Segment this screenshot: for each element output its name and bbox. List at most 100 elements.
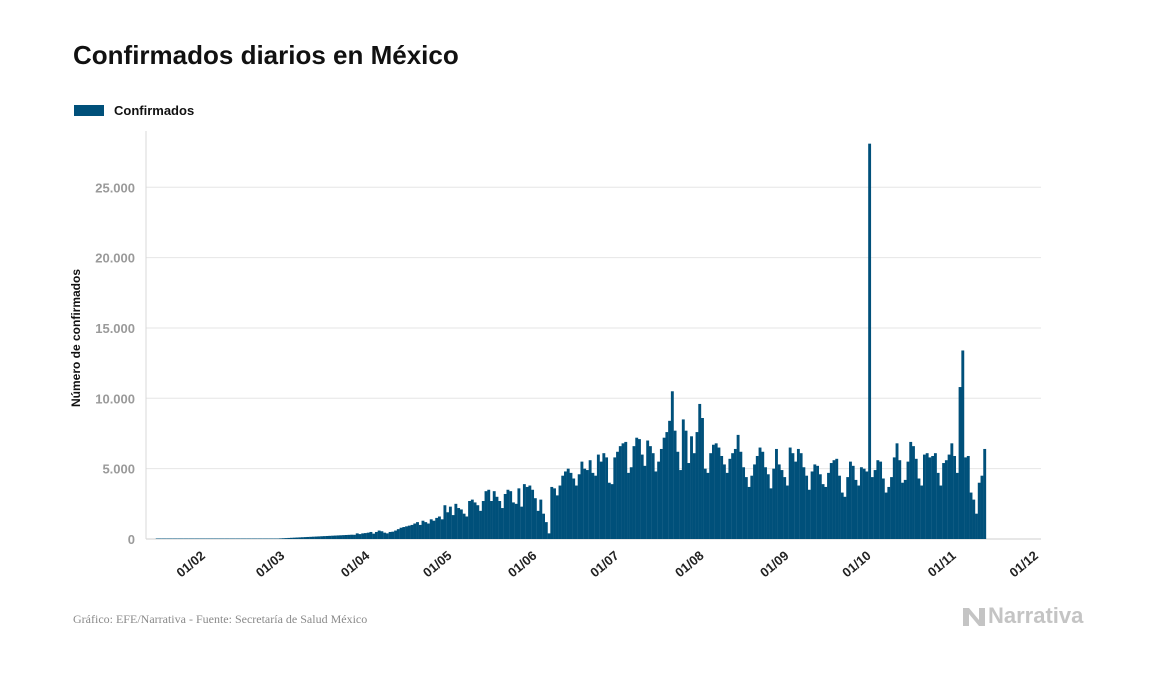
bar bbox=[824, 486, 828, 539]
bar bbox=[347, 534, 351, 539]
bar bbox=[525, 486, 529, 539]
bar bbox=[643, 465, 647, 539]
bar bbox=[906, 461, 910, 539]
bar bbox=[533, 498, 537, 539]
bar bbox=[457, 508, 461, 539]
bar bbox=[331, 535, 335, 539]
bar bbox=[950, 443, 954, 539]
bar bbox=[805, 475, 809, 539]
bar bbox=[350, 534, 354, 539]
y-tick-label: 5.000 bbox=[102, 462, 135, 477]
bar bbox=[657, 461, 661, 539]
narrativa-logo: Narrativa bbox=[963, 603, 1083, 629]
bar bbox=[427, 523, 430, 539]
bar bbox=[213, 538, 217, 539]
bar bbox=[229, 538, 233, 539]
bar bbox=[396, 529, 400, 539]
bar bbox=[364, 533, 367, 539]
bar bbox=[766, 474, 770, 539]
bar bbox=[188, 538, 192, 539]
bar bbox=[410, 524, 414, 539]
bar bbox=[298, 537, 302, 539]
bar bbox=[448, 506, 452, 539]
bar bbox=[684, 430, 688, 539]
y-tick-label: 25.000 bbox=[95, 180, 135, 195]
bar bbox=[624, 441, 628, 539]
bar bbox=[925, 453, 929, 539]
bar bbox=[325, 535, 329, 539]
bar bbox=[695, 432, 699, 539]
bar bbox=[931, 455, 935, 539]
bar bbox=[791, 453, 795, 539]
bar bbox=[788, 447, 792, 539]
bar bbox=[917, 478, 921, 539]
bar bbox=[744, 477, 748, 539]
bar bbox=[514, 503, 518, 539]
bar bbox=[446, 512, 450, 539]
bar bbox=[194, 538, 197, 539]
bar bbox=[544, 522, 548, 539]
bar bbox=[879, 461, 883, 539]
bar bbox=[651, 453, 655, 539]
bar bbox=[983, 448, 987, 539]
bar bbox=[380, 531, 384, 539]
bar bbox=[498, 501, 502, 539]
bar bbox=[857, 485, 861, 539]
bar bbox=[698, 403, 702, 539]
bar bbox=[594, 475, 598, 539]
bar bbox=[648, 446, 652, 539]
bar bbox=[528, 485, 532, 539]
bar bbox=[843, 496, 847, 539]
bar bbox=[509, 491, 513, 539]
bar bbox=[421, 520, 425, 539]
bar bbox=[369, 531, 373, 539]
bar bbox=[443, 505, 447, 539]
bar bbox=[928, 457, 932, 539]
bar bbox=[835, 458, 839, 539]
bar bbox=[251, 538, 255, 539]
bar bbox=[481, 501, 485, 539]
bar bbox=[725, 472, 729, 539]
bar bbox=[881, 478, 885, 539]
bar bbox=[862, 468, 866, 539]
bar bbox=[728, 458, 732, 539]
bar bbox=[328, 535, 332, 539]
bar bbox=[163, 538, 167, 539]
bar bbox=[821, 484, 825, 539]
bar bbox=[794, 461, 798, 539]
x-tick-label: 01/04 bbox=[338, 547, 373, 580]
bar bbox=[690, 436, 693, 539]
bar bbox=[314, 536, 318, 539]
bar bbox=[818, 474, 822, 539]
bar bbox=[470, 499, 474, 539]
bar bbox=[158, 538, 162, 539]
bar bbox=[424, 522, 428, 539]
y-tick-label: 15.000 bbox=[95, 321, 135, 336]
bar bbox=[616, 451, 619, 539]
bar bbox=[216, 538, 219, 539]
bar bbox=[627, 472, 630, 539]
bar bbox=[273, 538, 277, 539]
bar bbox=[287, 537, 291, 539]
bar bbox=[161, 538, 165, 539]
bar bbox=[810, 471, 814, 539]
bar bbox=[673, 430, 677, 539]
bar bbox=[961, 350, 965, 539]
bar bbox=[605, 457, 609, 539]
bar bbox=[679, 470, 682, 539]
bar bbox=[574, 485, 578, 539]
y-tick-label: 10.000 bbox=[95, 391, 135, 406]
bar bbox=[583, 468, 587, 539]
y-tick-label: 0 bbox=[128, 532, 135, 547]
bars bbox=[155, 143, 987, 539]
bar bbox=[972, 499, 976, 539]
bar bbox=[284, 538, 288, 539]
bar bbox=[851, 465, 855, 539]
logo-text: Narrativa bbox=[988, 603, 1084, 628]
bar bbox=[775, 448, 778, 539]
y-tick-labels: 0 5.000 10.000 15.000 20.000 25.000 bbox=[95, 180, 135, 547]
bar bbox=[177, 538, 181, 539]
bar bbox=[807, 489, 811, 539]
bar bbox=[722, 464, 726, 539]
bar bbox=[336, 535, 340, 539]
